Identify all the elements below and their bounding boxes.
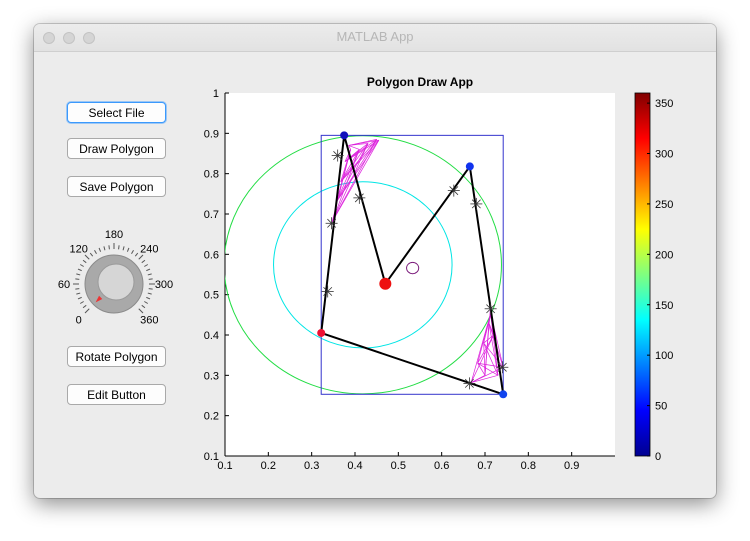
star-marker (331, 149, 344, 162)
star-marker (496, 361, 509, 374)
centroid-marker (379, 277, 392, 290)
projection-line (331, 139, 377, 223)
y-tick-label: 0.2 (204, 411, 219, 423)
projection-line (344, 149, 351, 162)
y-tick-label: 0.6 (204, 249, 219, 261)
projection-line (483, 334, 494, 344)
y-tick-label: 0.8 (204, 169, 219, 181)
zoom-window-icon[interactable] (83, 32, 95, 44)
polygon-vertex (465, 162, 474, 171)
y-tick-label: 0.3 (204, 370, 219, 382)
star-marker (470, 197, 483, 210)
plot-content (225, 131, 509, 399)
x-tick-label: 0.5 (391, 460, 406, 472)
x-tick-label: 0.3 (304, 460, 319, 472)
star-marker (321, 285, 334, 298)
rotate-polygon-button[interactable]: Rotate Polygon (67, 346, 166, 367)
close-window-icon[interactable] (43, 32, 55, 44)
plot-title: Polygon Draw App (367, 75, 473, 89)
y-tick-label: 1 (213, 88, 219, 100)
draw-polygon-button[interactable]: Draw Polygon (67, 138, 166, 159)
polygon-vertex (499, 390, 508, 399)
title-bar: MATLAB App (34, 24, 716, 52)
minimize-window-icon[interactable] (63, 32, 75, 44)
projection-line (477, 362, 499, 376)
projection-line (470, 334, 494, 383)
save-polygon-button[interactable]: Save Polygon (67, 176, 166, 197)
colorbar-tick-label: 350 (655, 98, 673, 110)
y-tick-label: 0.7 (204, 209, 219, 221)
projection-line (340, 139, 377, 182)
select-file-button[interactable]: Select File (67, 102, 166, 123)
projection-line (471, 374, 499, 383)
small-circle (406, 261, 420, 275)
projection-line (484, 310, 491, 376)
projection-line (477, 363, 486, 376)
projection-line (348, 145, 360, 150)
x-tick-label: 0.9 (564, 460, 579, 472)
star-marker (353, 191, 366, 204)
projection-line (348, 145, 351, 150)
projection-line (331, 140, 380, 223)
projection-line (470, 366, 504, 383)
colorbar-tick-label: 150 (655, 300, 673, 312)
polygon-plot[interactable]: Polygon Draw App 0.1 0.2 0.3 0.4 0.5 0.6 0.7 0.8… (34, 24, 716, 498)
x-tick-label: 0.8 (521, 460, 536, 472)
projection-line (336, 149, 360, 203)
projection-line (336, 139, 380, 203)
polygon-vertex (317, 328, 326, 337)
star-marker (447, 184, 460, 197)
x-tick-label: 0.4 (347, 460, 362, 472)
edit-button[interactable]: Edit Button (67, 384, 166, 405)
projection-line (483, 343, 486, 376)
x-tick-label: 0.1 (217, 460, 232, 472)
y-tick-label: 0.4 (204, 330, 219, 342)
projection-line (340, 139, 380, 182)
y-tick-label: 0.5 (204, 290, 219, 302)
polygon-outline (320, 135, 505, 396)
star-marker (463, 377, 476, 390)
colorbar-tick-label: 250 (655, 199, 673, 211)
colorbar-tick-label: 300 (655, 149, 673, 161)
star-marker (484, 302, 497, 315)
x-tick-label: 0.6 (434, 460, 449, 472)
window-title: MATLAB App (336, 29, 414, 44)
colorbar-tick-label: 50 (655, 401, 667, 413)
y-tick-label: 0.1 (204, 451, 219, 463)
projection-line (348, 139, 379, 146)
y-tick-label: 0.9 (204, 128, 219, 140)
projection-line (483, 342, 499, 376)
plot-area (225, 93, 615, 456)
x-tick-label: 0.7 (477, 460, 492, 472)
colorbar-tick-label: 100 (655, 350, 673, 362)
star-marker (325, 217, 338, 230)
colorbar-tick-label: 0 (655, 451, 661, 463)
projection-line (477, 334, 494, 364)
bounding-box (320, 134, 504, 395)
polygon-vertex (340, 131, 349, 140)
colorbar-tick-label: 200 (655, 249, 673, 261)
x-tick-label: 0.2 (261, 460, 276, 472)
app-window: MATLAB App Select File Draw Polygon Save… (34, 24, 716, 498)
projection-line (336, 143, 369, 203)
colorbar (634, 92, 651, 457)
projection-line (488, 322, 499, 376)
